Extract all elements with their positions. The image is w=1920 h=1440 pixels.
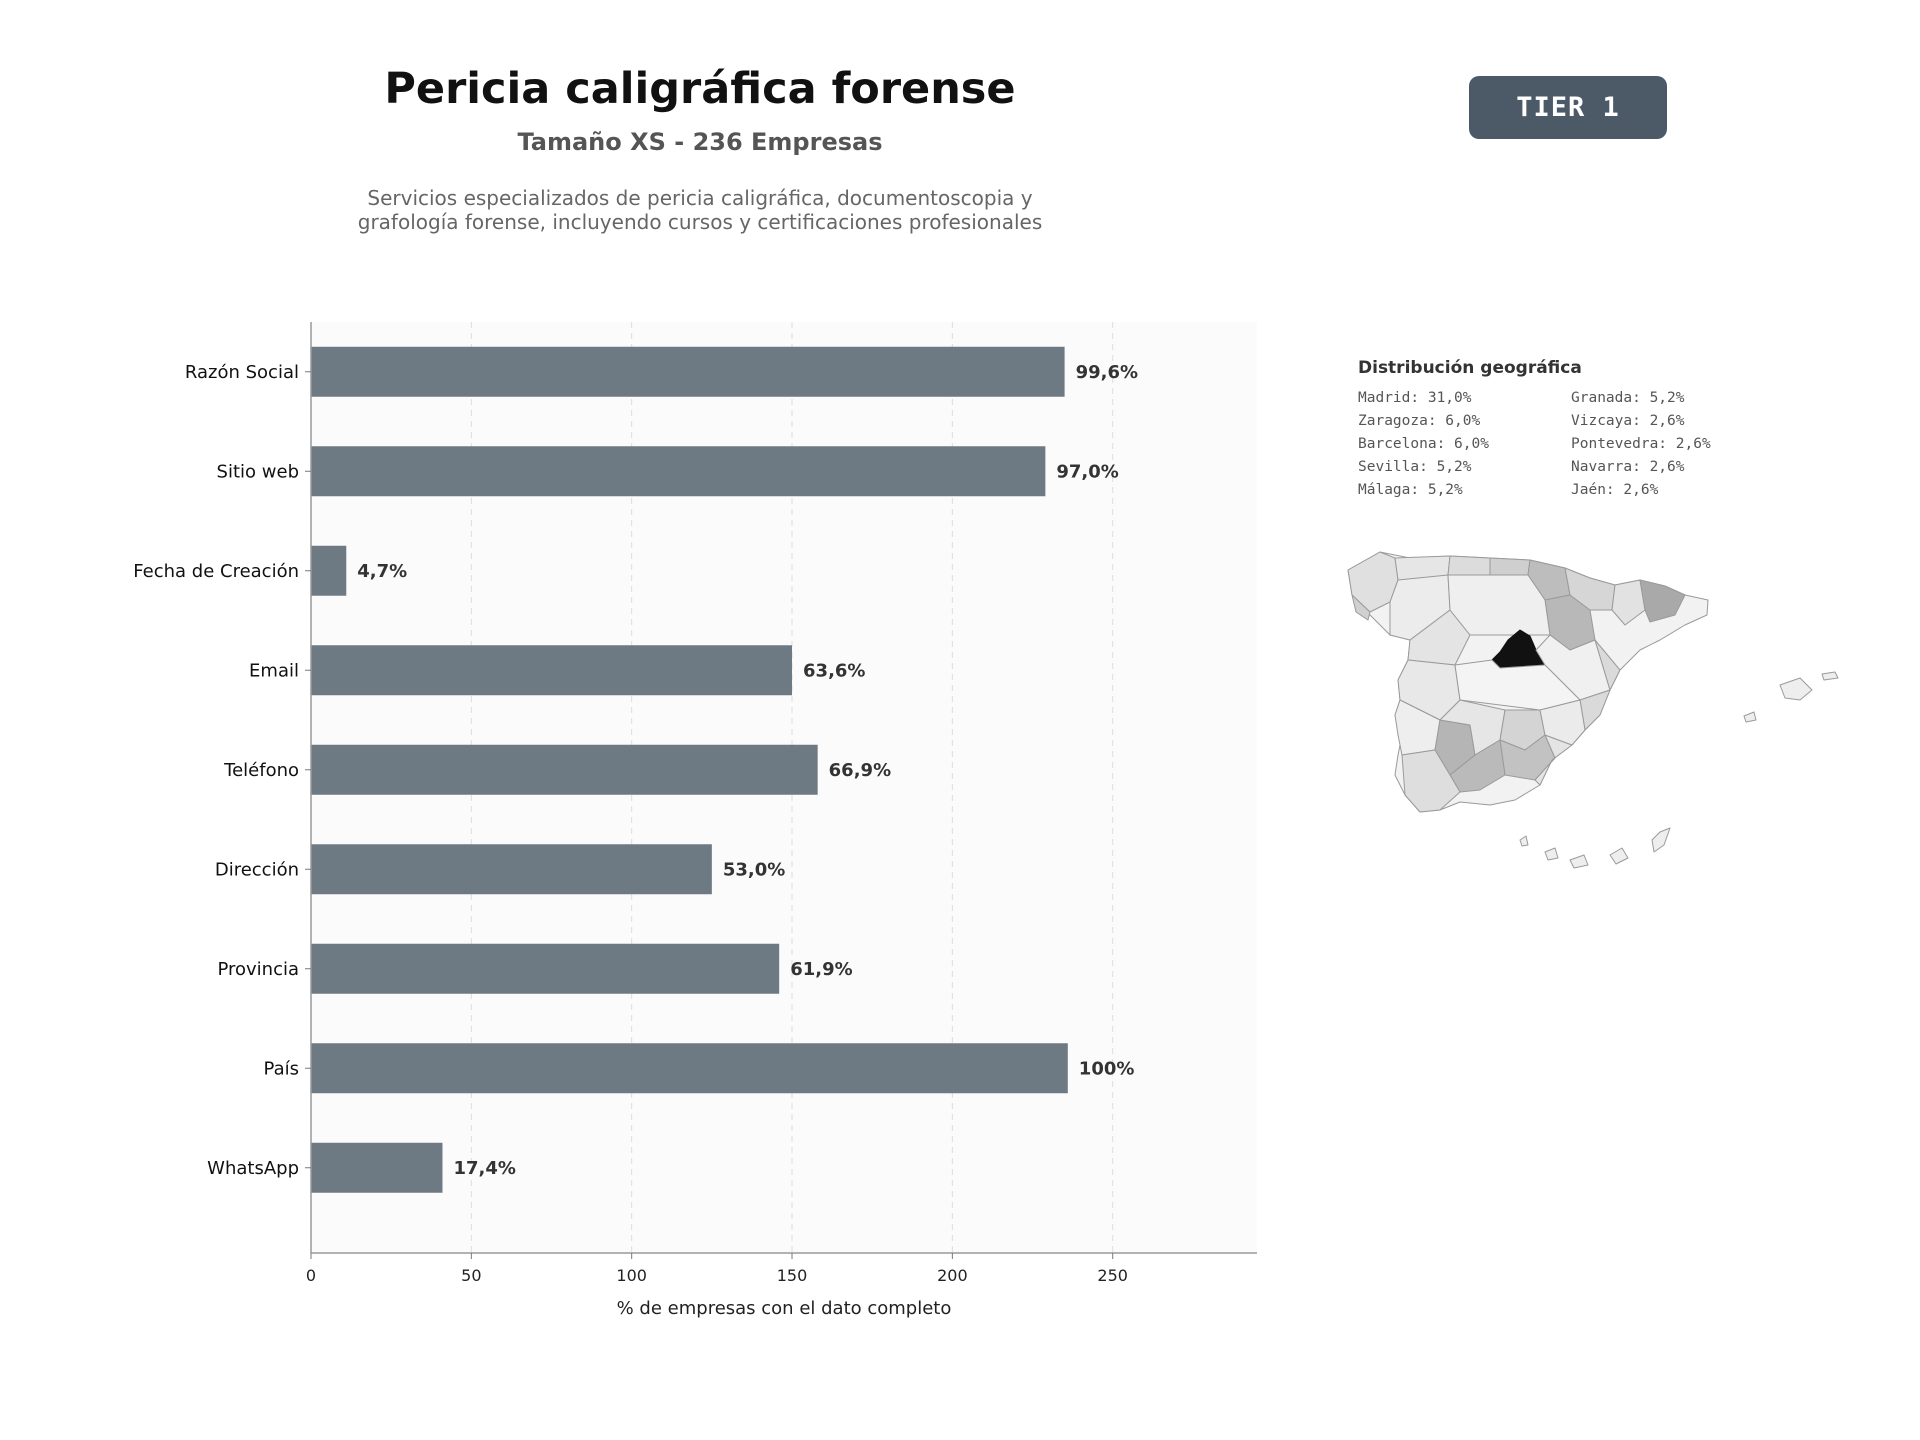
y-tick-label: Razón Social xyxy=(185,362,299,383)
y-tick-label: País xyxy=(264,1058,299,1079)
axes: 0 50 100 150 200 250 Razón Social Sitio web Fech… xyxy=(133,322,1257,1285)
region-mallorca xyxy=(1779,677,1813,701)
region-north-2 xyxy=(1447,555,1491,576)
y-tick-label: Teléfono xyxy=(223,760,299,781)
bar-value-label: 97,0% xyxy=(1056,461,1118,482)
region-canarias-4 xyxy=(1544,847,1559,861)
y-tick-label: WhatsApp xyxy=(207,1158,299,1179)
region-toledo xyxy=(1454,659,1581,711)
bars: 99,6% 97,0% 4,7% 63,6% 66,9% 53,0% 61,9% 100% 17… xyxy=(311,346,1138,1193)
region-vizcaya xyxy=(1489,557,1531,576)
geo-item: Navarra: 2,6% xyxy=(1571,459,1685,475)
geo-item: Madrid: 31,0% xyxy=(1358,390,1472,406)
geo-item: Jaén: 2,6% xyxy=(1571,482,1659,498)
region-canarias-5 xyxy=(1519,835,1529,847)
bar-value-label: 53,0% xyxy=(723,859,785,880)
region-ibiza xyxy=(1743,711,1757,723)
y-tick-label: Provincia xyxy=(217,959,299,980)
y-tick-label: Dirección xyxy=(215,859,299,880)
bar-chart: 99,6% 97,0% 4,7% 63,6% 66,9% 53,0% 61,9% 100% 17… xyxy=(133,322,1257,1319)
geo-list: Madrid: 31,0% Granada: 5,2% Zaragoza: 6,… xyxy=(1358,390,1858,498)
region-centre-north xyxy=(1447,574,1551,636)
region-canarias-2 xyxy=(1609,847,1629,865)
bar xyxy=(311,744,818,795)
y-tick-label: Fecha de Creación xyxy=(133,561,299,582)
geo-item: Granada: 5,2% xyxy=(1571,390,1685,406)
region-west-2 xyxy=(1407,609,1471,666)
bar-value-label: 99,6% xyxy=(1076,362,1138,383)
x-axis-label: % de empresas con el dato completo xyxy=(617,1298,952,1319)
chart-title: Pericia caligráfica forense xyxy=(384,64,1016,114)
region-menorca xyxy=(1821,671,1839,681)
geo-item: Málaga: 5,2% xyxy=(1358,482,1463,498)
y-tick-label: Sitio web xyxy=(217,461,299,482)
geo-item: Zaragoza: 6,0% xyxy=(1358,413,1481,429)
y-tick-label: Email xyxy=(249,660,299,681)
bar-value-label: 4,7% xyxy=(357,561,407,582)
x-tick-label: 50 xyxy=(461,1266,481,1285)
region-pontevedra xyxy=(1351,594,1371,621)
x-tick-label: 250 xyxy=(1097,1266,1128,1285)
region-canarias-3 xyxy=(1569,854,1589,869)
description-line-1: Servicios especializados de pericia cali… xyxy=(367,186,1033,210)
bar xyxy=(311,844,712,895)
bar xyxy=(311,1043,1068,1094)
bar xyxy=(311,645,793,696)
geo-item: Barcelona: 6,0% xyxy=(1358,436,1489,452)
spain-map xyxy=(1347,551,1839,869)
description-line-2: grafología forense, incluyendo cursos y … xyxy=(357,210,1043,234)
bar-value-label: 66,9% xyxy=(829,760,891,781)
x-tick-label: 150 xyxy=(777,1266,808,1285)
x-tick-label: 200 xyxy=(937,1266,968,1285)
bar xyxy=(311,446,1046,497)
bar xyxy=(311,346,1065,397)
bar-value-label: 63,6% xyxy=(803,660,865,681)
geo-item: Pontevedra: 2,6% xyxy=(1571,436,1711,452)
tier-badge: TIER 1 xyxy=(1469,76,1667,139)
x-tick-label: 0 xyxy=(306,1266,316,1285)
region-murcia xyxy=(1539,699,1586,746)
geo-title: Distribución geográfica xyxy=(1358,358,1582,378)
geo-item: Sevilla: 5,2% xyxy=(1358,459,1472,475)
chart-subtitle: Tamaño XS - 236 Empresas xyxy=(517,128,883,156)
region-lleida xyxy=(1611,579,1646,626)
region-canarias-1 xyxy=(1651,827,1671,853)
x-tick-label: 100 xyxy=(616,1266,647,1285)
chart-description: Servicios especializados de pericia cali… xyxy=(300,186,1100,234)
geo-item: Vizcaya: 2,6% xyxy=(1571,413,1685,429)
bar-value-label: 61,9% xyxy=(790,959,852,980)
bar xyxy=(311,1142,443,1193)
region-cadiz xyxy=(1401,749,1461,813)
region-valencia xyxy=(1579,639,1621,731)
geo-distribution-panel: Distribución geográfica Madrid: 31,0% Gr… xyxy=(1358,358,1858,498)
region-barcelona xyxy=(1639,579,1686,623)
bar-value-label: 17,4% xyxy=(453,1158,515,1179)
bar xyxy=(311,943,780,994)
bar xyxy=(311,545,347,596)
bar-value-label: 100% xyxy=(1079,1058,1135,1079)
